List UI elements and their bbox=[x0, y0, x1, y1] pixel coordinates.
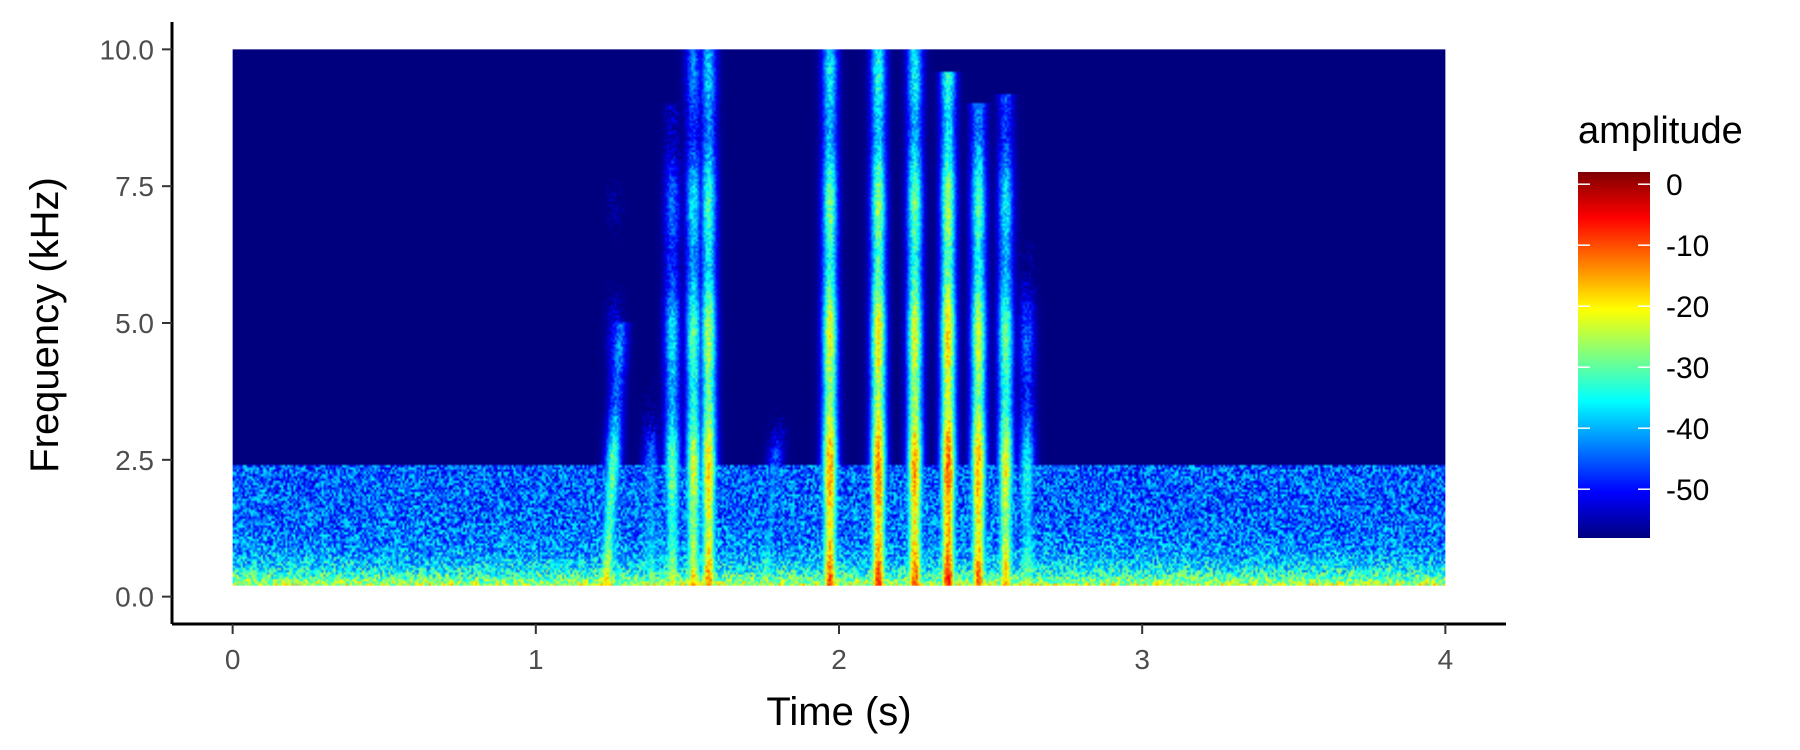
legend-tick-label: -50 bbox=[1666, 474, 1709, 507]
x-tick-label: 1 bbox=[528, 644, 544, 675]
legend-tick-label: 0 bbox=[1666, 169, 1683, 202]
legend-title: amplitude bbox=[1578, 110, 1743, 152]
legend-tick-label: -40 bbox=[1666, 413, 1709, 446]
x-tick-label: 4 bbox=[1438, 644, 1454, 675]
x-tick-label: 3 bbox=[1134, 644, 1150, 675]
legend: amplitude 0 -10 -20 -30 -40 -50 bbox=[1578, 110, 1743, 538]
y-tick-label: 5.0 bbox=[115, 308, 154, 339]
legend-tick-label: -10 bbox=[1666, 230, 1709, 263]
y-tick-label: 7.5 bbox=[115, 171, 154, 202]
y-tick-label: 2.5 bbox=[115, 445, 154, 476]
legend-ticks: 0 -10 -20 -30 -40 -50 bbox=[1578, 169, 1709, 507]
y-axis-ticks: 0.0 2.5 5.0 7.5 10.0 bbox=[100, 34, 172, 613]
y-tick-label: 10.0 bbox=[100, 34, 155, 65]
plot-panel bbox=[232, 49, 1446, 586]
x-axis-title: Time (s) bbox=[766, 690, 911, 734]
x-axis-ticks: 0 1 2 3 4 bbox=[225, 624, 1453, 675]
y-axis-title: Frequency (kHz) bbox=[23, 177, 67, 473]
colorbar bbox=[1578, 172, 1650, 538]
y-tick-label: 0.0 bbox=[115, 582, 154, 613]
spectrogram-heatmap bbox=[232, 49, 1446, 586]
axes: 0 1 2 3 4 0.0 2.5 5.0 7.5 10.0 Time (s) Frequenc… bbox=[23, 22, 1506, 734]
legend-tick-label: -30 bbox=[1666, 352, 1709, 385]
x-tick-label: 0 bbox=[225, 644, 241, 675]
legend-tick-label: -20 bbox=[1666, 291, 1709, 324]
x-tick-label: 2 bbox=[831, 644, 847, 675]
